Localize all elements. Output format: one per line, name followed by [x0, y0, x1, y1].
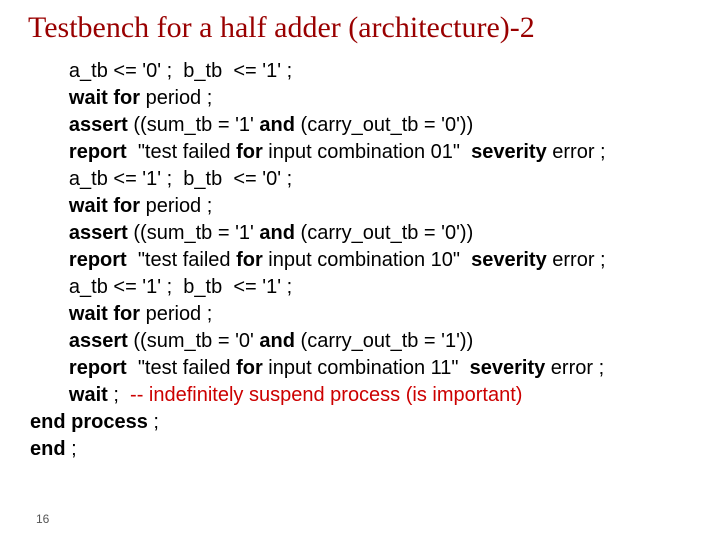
code-line: end process ; — [30, 409, 720, 436]
slide-title: Testbench for a half adder (architecture… — [0, 0, 720, 46]
code-block: a_tb <= '0' ; b_tb <= '1' ; wait for per… — [0, 46, 720, 463]
code-line: wait for period ; — [30, 85, 720, 112]
code-line: a_tb <= '0' ; b_tb <= '1' ; — [30, 58, 720, 85]
code-line: wait ; -- indefinitely suspend process (… — [30, 382, 720, 409]
code-line: end ; — [30, 436, 720, 463]
code-line: a_tb <= '1' ; b_tb <= '0' ; — [30, 166, 720, 193]
page-number: 16 — [36, 512, 49, 526]
code-line: a_tb <= '1' ; b_tb <= '1' ; — [30, 274, 720, 301]
code-line: report "test failed for input combinatio… — [30, 139, 720, 166]
code-line: assert ((sum_tb = '1' and (carry_out_tb … — [30, 220, 720, 247]
code-line: assert ((sum_tb = '1' and (carry_out_tb … — [30, 112, 720, 139]
code-line: assert ((sum_tb = '0' and (carry_out_tb … — [30, 328, 720, 355]
code-line: wait for period ; — [30, 193, 720, 220]
code-line: report "test failed for input combinatio… — [30, 355, 720, 382]
code-line: report "test failed for input combinatio… — [30, 247, 720, 274]
code-line: wait for period ; — [30, 301, 720, 328]
